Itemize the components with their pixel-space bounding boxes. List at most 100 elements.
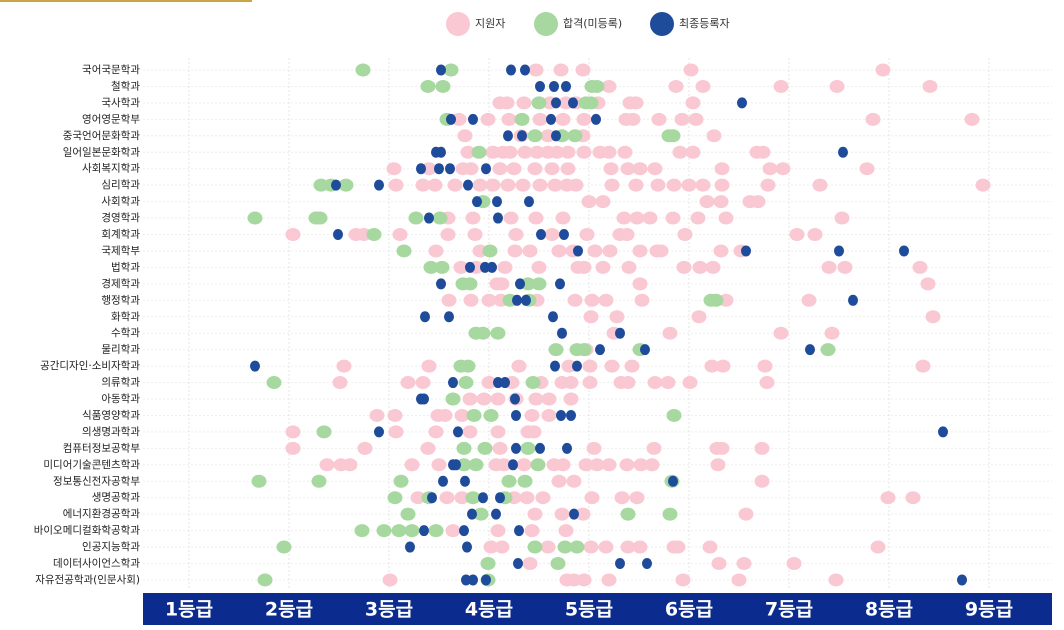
dot xyxy=(938,426,948,438)
dot xyxy=(400,376,416,390)
dot xyxy=(668,475,678,487)
dot xyxy=(579,228,595,241)
dot xyxy=(690,211,706,225)
category-label: 사회복지학과 xyxy=(82,163,140,175)
dot xyxy=(481,376,497,390)
dot xyxy=(640,344,650,356)
dot xyxy=(535,80,545,92)
dot xyxy=(583,96,599,110)
dot xyxy=(496,458,512,472)
dot xyxy=(456,458,472,472)
dot xyxy=(445,392,461,406)
dot xyxy=(454,491,470,505)
dot xyxy=(434,260,450,274)
dot xyxy=(837,260,853,274)
dot xyxy=(410,491,426,505)
dot xyxy=(490,425,506,439)
dot xyxy=(540,129,556,143)
dot xyxy=(754,474,770,488)
category-label: 철학과 xyxy=(111,80,140,92)
dot xyxy=(557,540,573,554)
x-tick-label: 7등급 xyxy=(765,599,813,621)
dot xyxy=(865,112,881,126)
dot xyxy=(445,163,455,175)
dot xyxy=(573,245,583,257)
dot xyxy=(521,294,531,306)
legend-label: 합격(미등록) xyxy=(563,17,622,30)
dot xyxy=(575,63,591,77)
dot xyxy=(251,474,267,488)
dot xyxy=(493,212,503,224)
dot xyxy=(514,525,524,537)
dot xyxy=(432,211,448,225)
dot xyxy=(675,573,691,587)
dot xyxy=(820,343,836,357)
dot xyxy=(821,260,837,274)
dot xyxy=(551,244,567,258)
dot xyxy=(642,211,658,225)
dot xyxy=(494,277,510,291)
dot xyxy=(576,343,592,357)
category-label: 국사학과 xyxy=(101,97,140,109)
dot xyxy=(374,426,384,438)
dot xyxy=(601,79,617,93)
dot xyxy=(451,459,461,471)
dot xyxy=(677,228,693,241)
dot xyxy=(681,178,697,192)
dot xyxy=(582,376,598,390)
dot xyxy=(532,178,548,192)
dot xyxy=(338,178,354,192)
dot xyxy=(614,491,630,505)
category-label: 영어영문학부 xyxy=(82,113,140,125)
dot xyxy=(517,130,527,142)
dot xyxy=(497,260,513,274)
dot xyxy=(566,409,576,421)
dot xyxy=(566,474,582,488)
dot xyxy=(762,162,778,176)
dot xyxy=(391,524,407,538)
category-label: 자유전공학과(인문사회) xyxy=(35,574,140,586)
dot xyxy=(632,244,648,258)
dot xyxy=(247,211,263,225)
dot xyxy=(598,293,614,307)
dot xyxy=(705,260,721,274)
dot xyxy=(912,260,928,274)
dot xyxy=(511,442,521,454)
x-tick-label: 3등급 xyxy=(365,599,413,621)
dot xyxy=(520,64,530,76)
dot xyxy=(702,540,718,554)
dot xyxy=(441,293,457,307)
dot xyxy=(501,112,517,126)
dot xyxy=(423,260,439,274)
dot xyxy=(550,360,560,372)
dot xyxy=(440,228,456,241)
dot xyxy=(500,178,516,192)
dot xyxy=(555,458,571,472)
dot xyxy=(467,508,477,520)
category-label: 법학과 xyxy=(111,261,140,273)
dot xyxy=(786,557,802,570)
dot xyxy=(436,278,446,290)
dot xyxy=(569,508,579,520)
dot xyxy=(964,112,980,126)
dot xyxy=(531,96,547,110)
dot xyxy=(633,458,649,472)
dot xyxy=(665,211,681,225)
category-label: 아동학과 xyxy=(101,393,140,405)
dot xyxy=(405,541,415,553)
dot xyxy=(587,244,603,258)
dot xyxy=(462,277,478,291)
category-label: 심리학과 xyxy=(101,179,140,191)
dot xyxy=(376,524,392,538)
dot xyxy=(695,178,711,192)
dot xyxy=(517,145,533,159)
dot xyxy=(421,162,437,176)
dot xyxy=(535,442,545,454)
dot xyxy=(568,178,584,192)
dot xyxy=(419,525,429,537)
dot xyxy=(382,573,398,587)
dot xyxy=(499,96,515,110)
category-label: 화학과 xyxy=(111,311,140,323)
dot xyxy=(507,244,523,258)
dot xyxy=(492,196,502,208)
